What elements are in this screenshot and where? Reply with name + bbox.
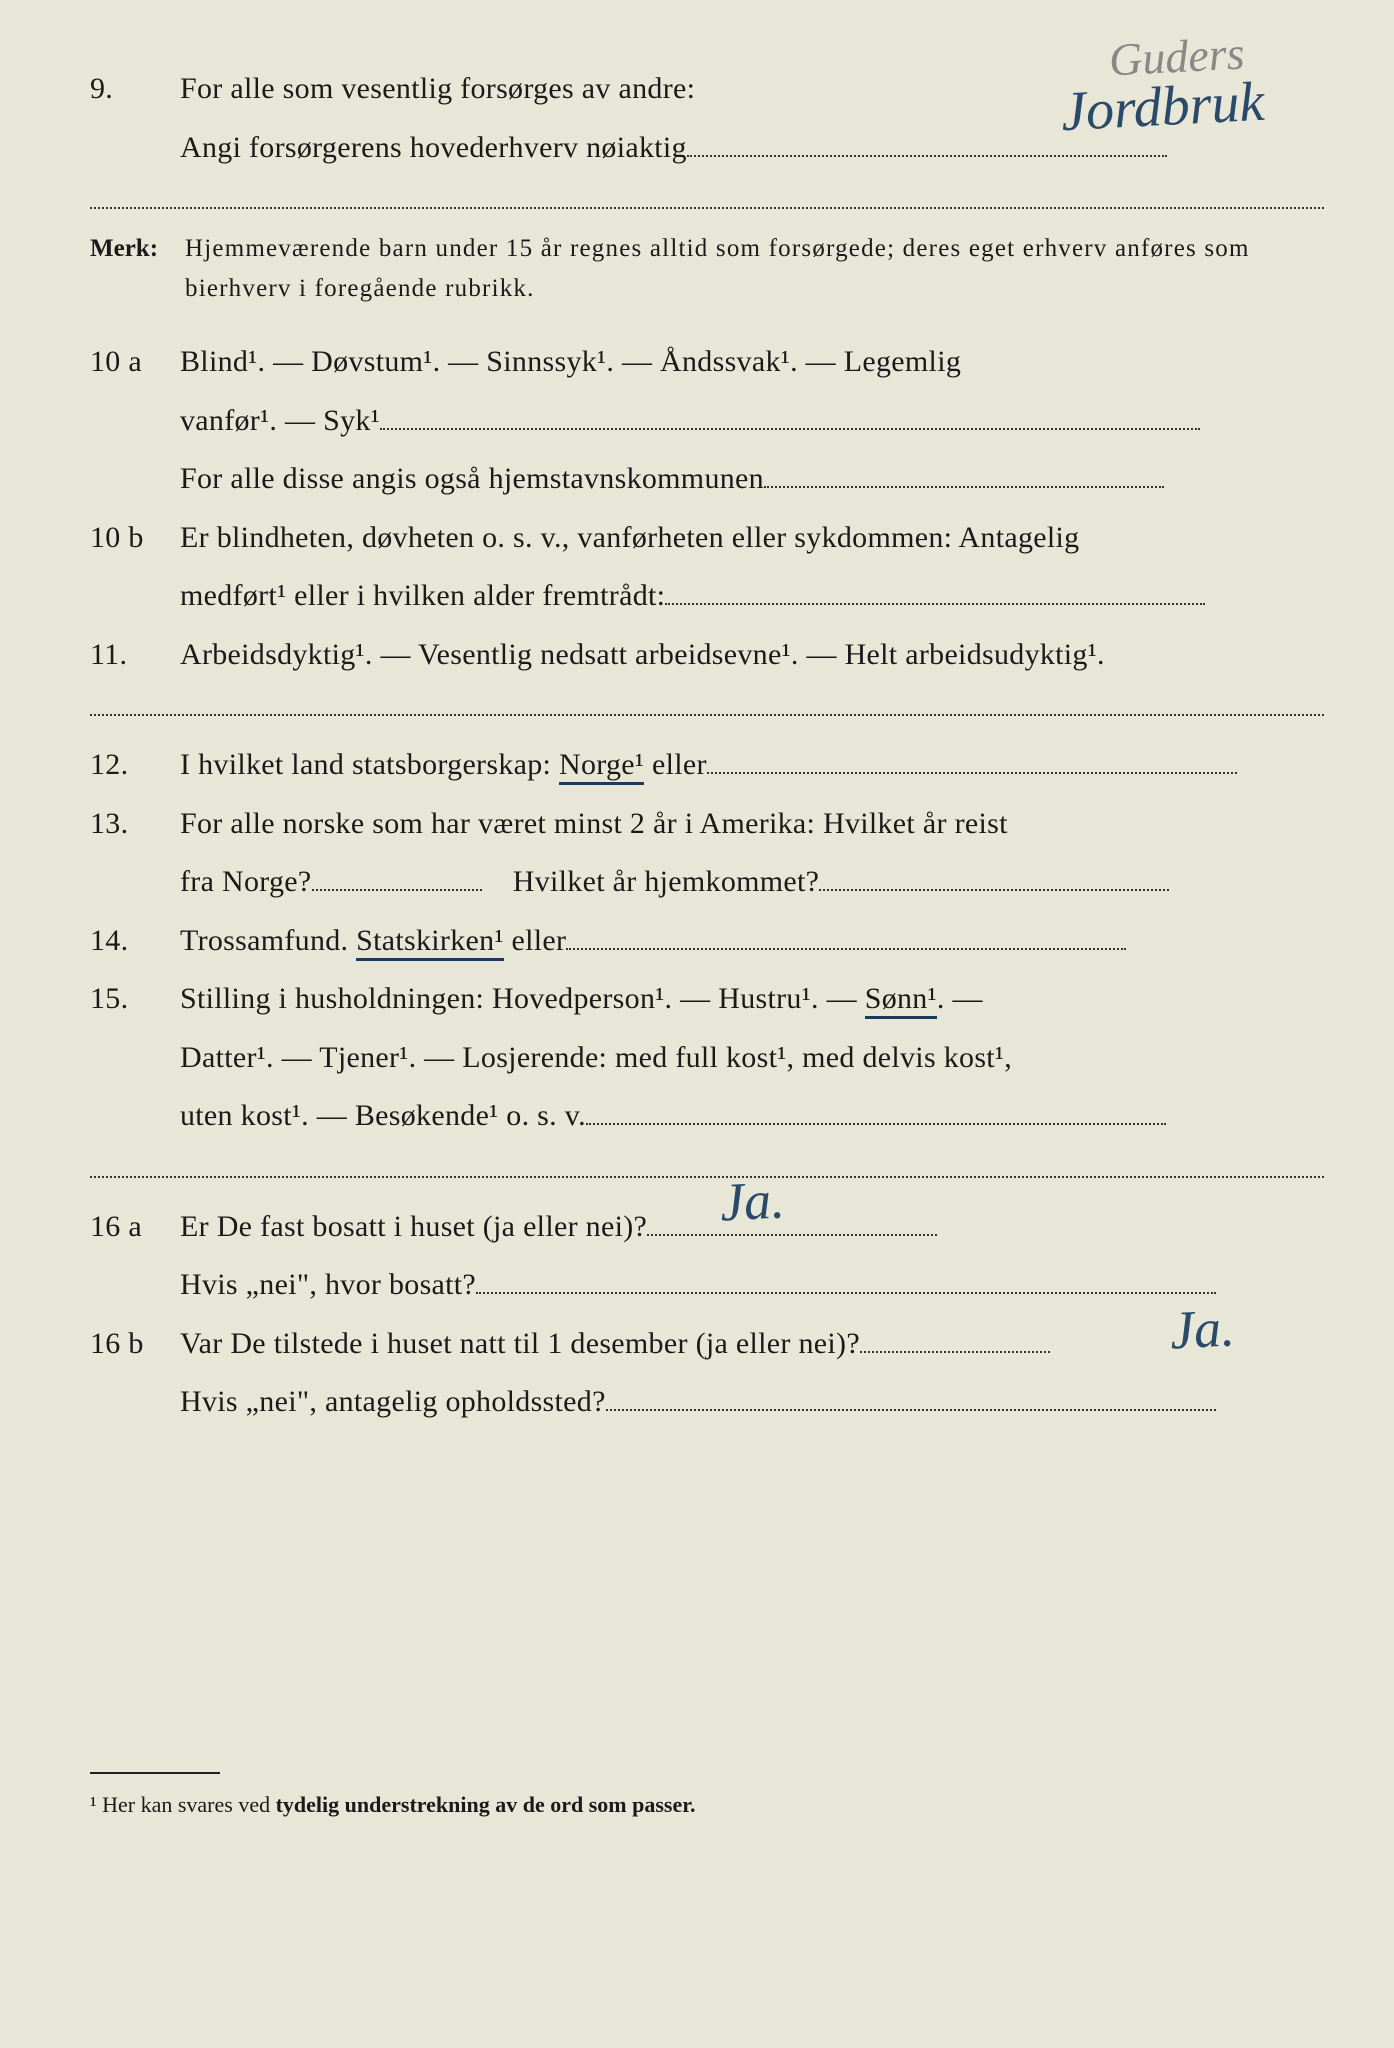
q16a-line2: Hvis „nei", hvor bosatt? [180, 1256, 1324, 1315]
question-11: 11. Arbeidsdyktig¹. — Vesentlig nedsatt … [90, 626, 1324, 685]
question-number: 13. [90, 795, 180, 854]
fill-line [380, 428, 1200, 430]
q16a-line1-text: Er De fast bosatt i huset (ja eller nei)… [180, 1210, 647, 1243]
q16a-line2-text: Hvis „nei", hvor bosatt? [180, 1268, 476, 1301]
separator-line [90, 1176, 1324, 1178]
footnote-pre: Her kan svares ved [97, 1792, 276, 1817]
footnote-marker: ¹ [90, 1792, 97, 1817]
fill-line [860, 1351, 1050, 1353]
q16b-line1: Var De tilstede i huset natt til 1 desem… [180, 1315, 1324, 1374]
fill-line [647, 1234, 937, 1236]
question-number: 16 a [90, 1198, 180, 1257]
q16b-line2-text: Hvis „nei", antagelig opholdssted? [180, 1385, 606, 1418]
q14-post: eller [504, 924, 567, 957]
q14-pre: Trossamfund. [180, 924, 356, 957]
footnote-rule [90, 1772, 220, 1774]
footnote: ¹ Her kan svares ved tydelig understrekn… [90, 1792, 1324, 1818]
question-10b: 10 b Er blindheten, døvheten o. s. v., v… [90, 509, 1324, 626]
question-number: 10 b [90, 509, 180, 568]
underlined-sonn: Sønn¹ [865, 982, 937, 1019]
question-12: 12. I hvilket land statsborgerskap: Norg… [90, 736, 1324, 795]
fill-line [312, 889, 482, 891]
fill-line [586, 1123, 1166, 1125]
q10a-options2-text: vanfør¹. — Syk¹ [180, 404, 380, 437]
handwritten-answer-q9: Jordbruk [1059, 70, 1265, 145]
q15-line1b: . — [937, 982, 983, 1015]
question-number: 14. [90, 912, 180, 971]
q15-line1: Stilling i husholdningen: Hovedperson¹. … [180, 970, 1324, 1029]
separator-line [90, 714, 1324, 716]
question-number: 11. [90, 626, 180, 685]
underlined-statskirken: Statskirken¹ [356, 924, 504, 961]
fill-line [764, 486, 1164, 488]
question-13: 13. For alle norske som har været minst … [90, 795, 1324, 912]
q10b-line2-text: medført¹ eller i hvilken alder fremtrådt… [180, 579, 665, 612]
q10a-line3-text: For alle disse angis også hjemstavnskomm… [180, 462, 764, 495]
question-10a: 10 a Blind¹. — Døvstum¹. — Sinnssyk¹. — … [90, 333, 1324, 509]
fill-line [665, 603, 1205, 605]
question-14: 14. Trossamfund. Statskirken¹ eller [90, 912, 1324, 971]
q13-line2b: Hvilket år hjemkommet? [513, 865, 820, 898]
q10a-line3: For alle disse angis også hjemstavnskomm… [180, 450, 1324, 509]
q16b-line2: Hvis „nei", antagelig opholdssted? [180, 1373, 1324, 1432]
fill-line [476, 1292, 1216, 1294]
q13-line2a: fra Norge? [180, 865, 312, 898]
separator-line [90, 207, 1324, 209]
question-number: 12. [90, 736, 180, 795]
q9-line2-text: Angi forsørgerens hovederhverv nøiaktig [180, 131, 687, 164]
fill-line [707, 772, 1237, 774]
q10b-line2: medført¹ eller i hvilken alder fremtrådt… [180, 567, 1324, 626]
handwritten-answer-16a: Ja. [718, 1168, 786, 1233]
q10a-options: Blind¹. — Døvstum¹. — Sinnssyk¹. — Åndss… [180, 333, 1324, 392]
question-15: 15. Stilling i husholdningen: Hovedperso… [90, 970, 1324, 1146]
merk-label: Merk: [90, 229, 185, 309]
question-number: 10 a [90, 333, 180, 392]
q13-line2: fra Norge? Hvilket år hjemkommet? [180, 853, 1324, 912]
handwritten-answer-16b: Ja. [1168, 1296, 1236, 1361]
q12-post: eller [644, 748, 707, 781]
q11-text: Arbeidsdyktig¹. — Vesentlig nedsatt arbe… [180, 626, 1324, 685]
q14-text: Trossamfund. Statskirken¹ eller [180, 912, 1324, 971]
footnote-bold: tydelig understrekning av de ord som pas… [276, 1792, 696, 1817]
question-16b: 16 b Var De tilstede i huset natt til 1 … [90, 1315, 1324, 1432]
merk-text: Hjemmeværende barn under 15 år regnes al… [185, 229, 1324, 309]
question-16a: 16 a Er De fast bosatt i huset (ja eller… [90, 1198, 1324, 1315]
q15-line3: uten kost¹. — Besøkende¹ o. s. v. [180, 1087, 1324, 1146]
question-number: 16 b [90, 1315, 180, 1374]
question-number: 15. [90, 970, 180, 1029]
q15-line1a: Stilling i husholdningen: Hovedperson¹. … [180, 982, 865, 1015]
fill-line [819, 889, 1169, 891]
q10b-line1: Er blindheten, døvheten o. s. v., vanfør… [180, 509, 1324, 568]
q16b-line1-text: Var De tilstede i huset natt til 1 desem… [180, 1327, 860, 1360]
merk-note: Merk: Hjemmeværende barn under 15 år reg… [90, 229, 1324, 309]
fill-line [687, 155, 1167, 157]
question-number: 9. [90, 60, 180, 119]
q12-pre: I hvilket land statsborgerskap: [180, 748, 559, 781]
q15-line2: Datter¹. — Tjener¹. — Losjerende: med fu… [180, 1029, 1324, 1088]
q13-line1: For alle norske som har været minst 2 år… [180, 795, 1324, 854]
fill-line [606, 1409, 1216, 1411]
q15-line3-text: uten kost¹. — Besøkende¹ o. s. v. [180, 1099, 586, 1132]
underlined-norge: Norge¹ [559, 748, 644, 785]
q12-text: I hvilket land statsborgerskap: Norge¹ e… [180, 736, 1324, 795]
fill-line [566, 948, 1126, 950]
q10a-options2: vanfør¹. — Syk¹ [180, 392, 1324, 451]
